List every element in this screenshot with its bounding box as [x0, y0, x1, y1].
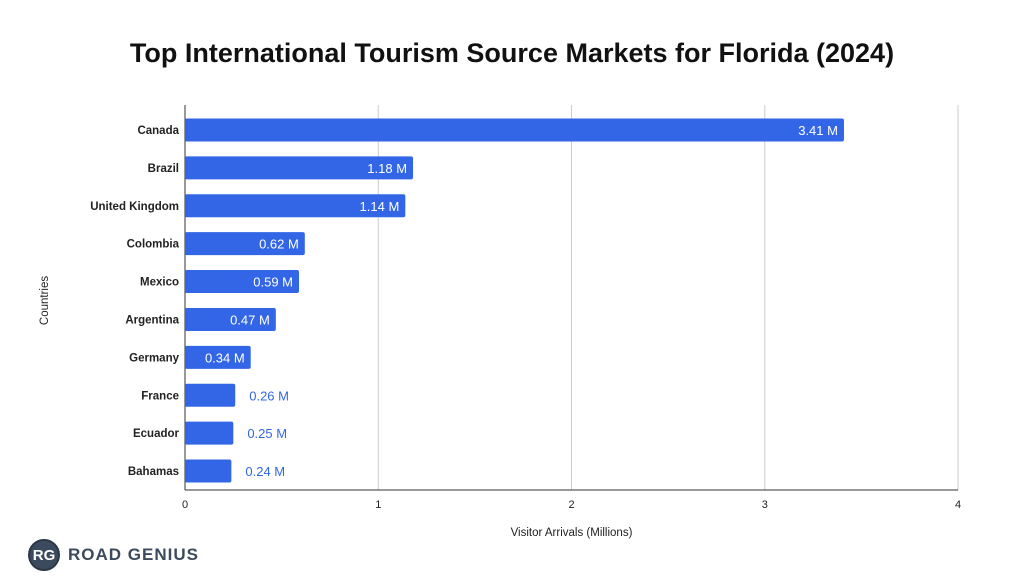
x-tick-label: 1: [375, 499, 381, 511]
x-tick-label: 0: [182, 499, 188, 511]
x-tick-label: 4: [955, 499, 961, 511]
data-label: 1.14 M: [360, 199, 400, 214]
y-axis-title: Countries: [39, 276, 51, 325]
brand-name: ROAD GENIUS: [68, 545, 199, 564]
bar: [185, 270, 300, 294]
data-label: 0.59 M: [253, 275, 293, 290]
category-label: France: [141, 390, 179, 402]
category-label: United Kingdom: [90, 201, 179, 213]
category-label: Brazil: [148, 163, 179, 175]
chart-title: Top International Tourism Source Markets…: [129, 38, 895, 68]
category-label: Canada: [137, 125, 179, 137]
bar: [185, 156, 414, 180]
data-label: 0.26 M: [249, 388, 289, 403]
bar: [185, 232, 305, 256]
bar: [185, 421, 234, 445]
bar: [185, 118, 844, 142]
category-label: Bahamas: [128, 466, 179, 478]
category-label: Colombia: [127, 239, 180, 251]
bar: [185, 383, 236, 407]
category-label: Argentina: [125, 314, 179, 326]
data-label: 0.34 M: [205, 350, 245, 365]
bar: [185, 194, 406, 218]
data-label: 0.47 M: [230, 312, 270, 327]
data-label: 0.25 M: [247, 426, 287, 441]
x-axis-title: Visitor Arrivals (Millions): [511, 527, 633, 539]
x-tick-label: 2: [568, 499, 574, 511]
data-label: 1.18 M: [367, 161, 407, 176]
bar: [185, 459, 232, 483]
category-label: Mexico: [140, 277, 179, 289]
category-label: Ecuador: [133, 428, 180, 440]
data-label: 0.24 M: [245, 464, 285, 479]
data-label: 0.62 M: [259, 237, 299, 252]
bar: [185, 307, 276, 331]
brand-logo: RG: [28, 539, 60, 571]
x-tick-label: 3: [762, 499, 768, 511]
bar: [185, 345, 251, 369]
brand: RG ROAD GENIUS: [28, 538, 199, 572]
data-label: 3.41 M: [798, 123, 838, 138]
category-label: Germany: [129, 352, 179, 364]
